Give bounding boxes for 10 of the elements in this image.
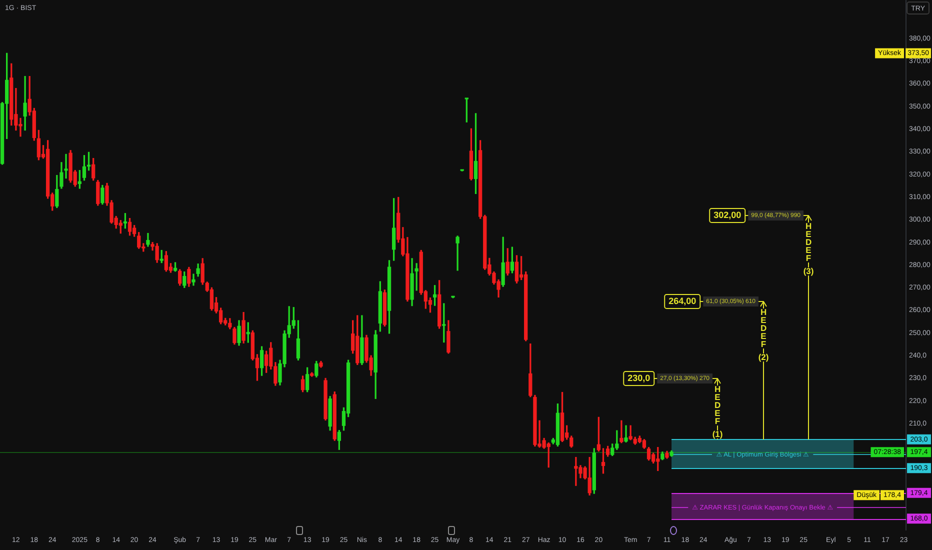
ref-line-label: 264,00 <box>668 296 696 306</box>
annotation: HEDEF (1) <box>712 384 723 439</box>
annotation: HEDEF (3) <box>803 220 814 276</box>
candlestick <box>23 76 27 131</box>
candlestick <box>624 425 628 442</box>
ref-line-label: 302,00 <box>714 210 742 220</box>
candlestick <box>456 236 460 271</box>
annotation: HEDEF (2) <box>758 306 769 362</box>
ref-line-label: 230,0 <box>628 372 650 383</box>
candlestick <box>620 420 624 444</box>
